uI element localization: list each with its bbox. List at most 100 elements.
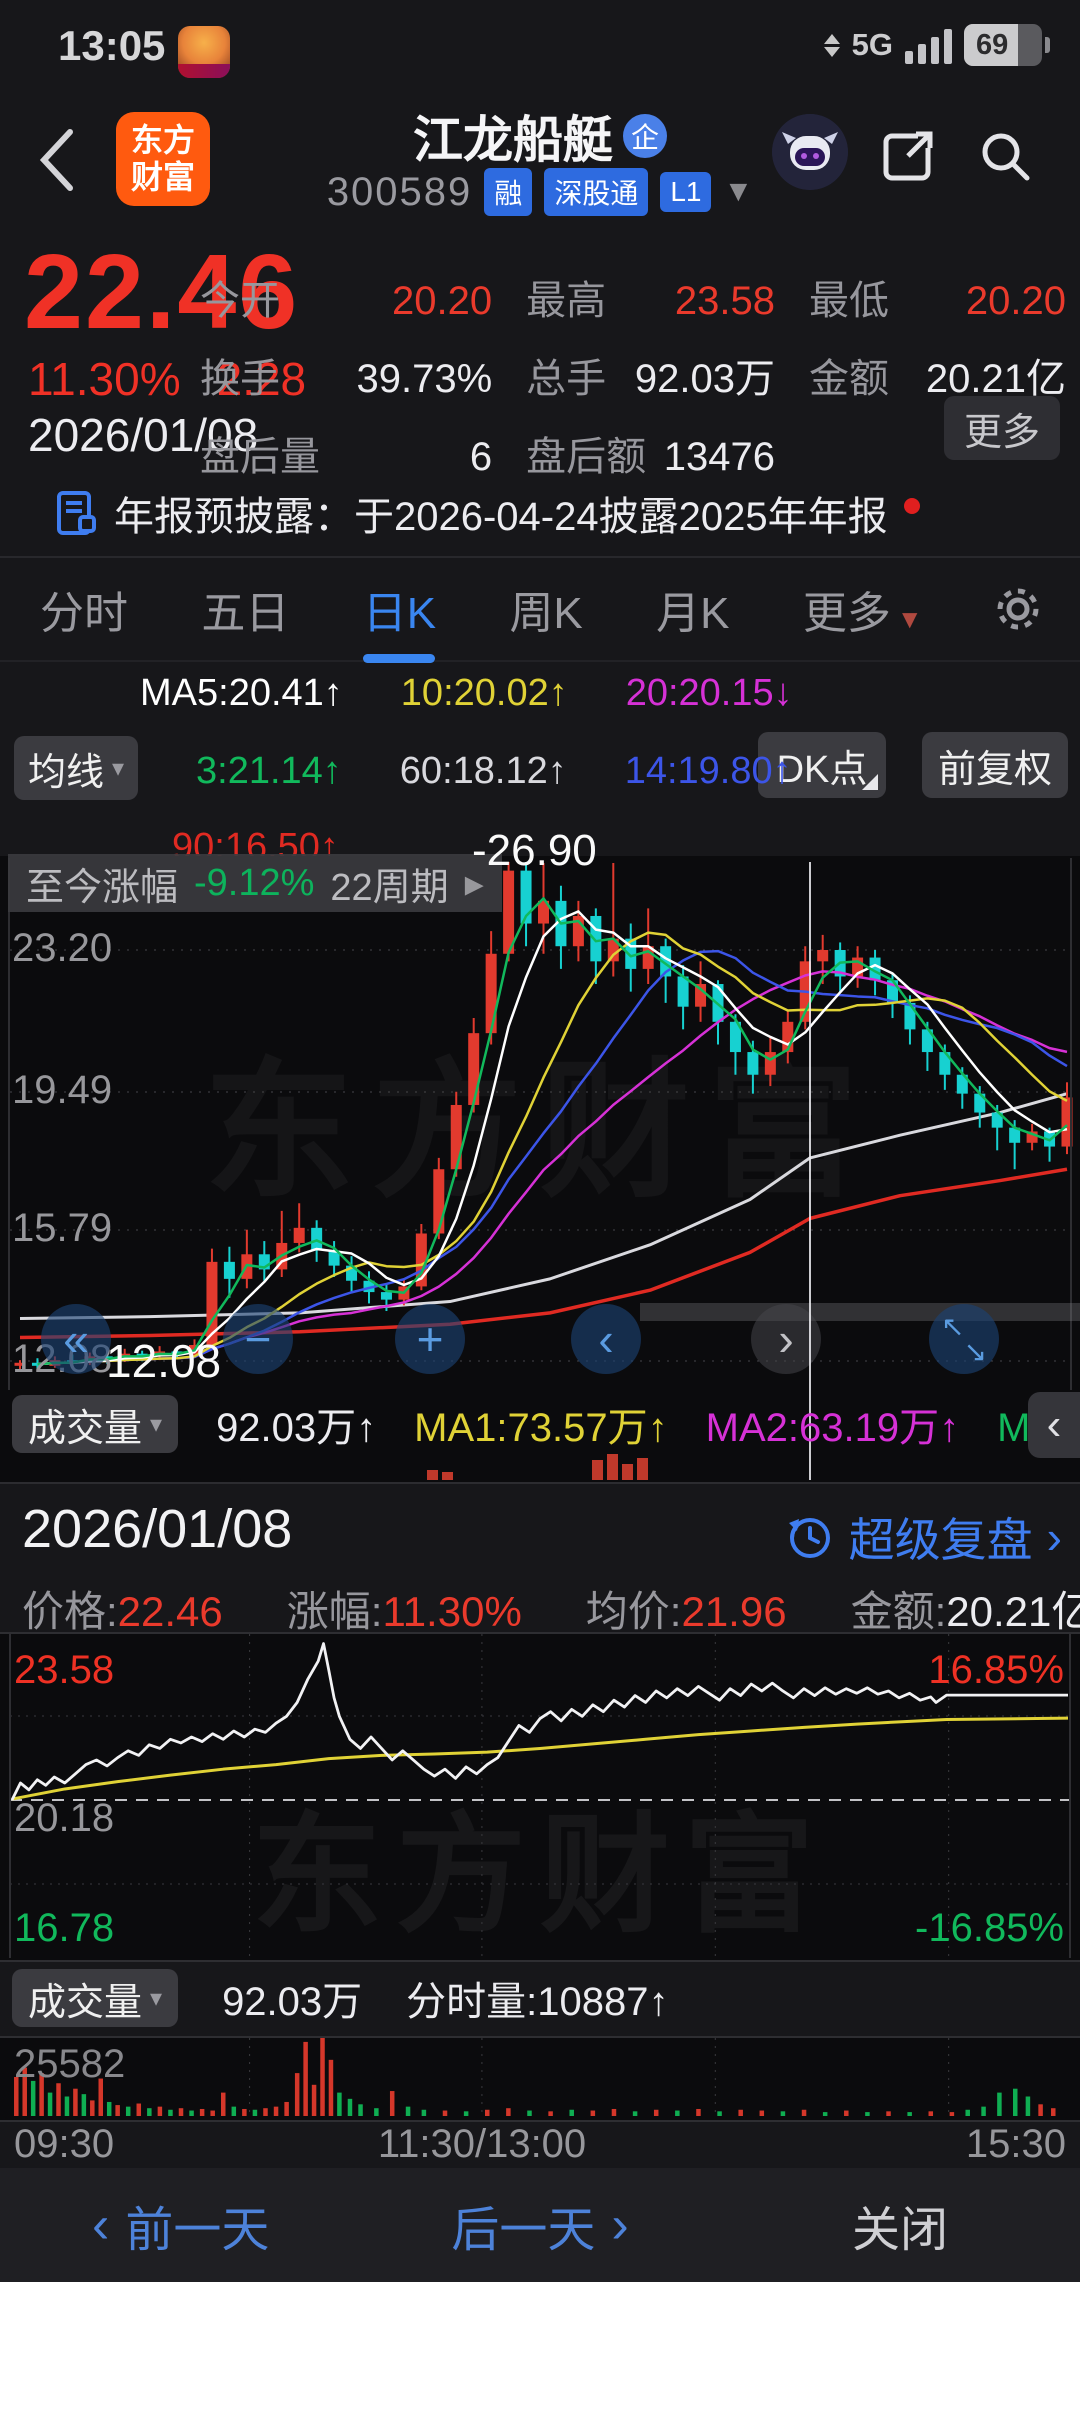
replay-stat: 金额:20.21亿 [850,1588,1080,1635]
stat-value: 20.21亿 [925,357,1066,401]
kline-pane [0,856,1080,1482]
unread-dot [903,498,920,514]
stat-label: 盘后额 [526,435,647,479]
bottom-toolbar: ‹ 前一天 后一天 › 关闭 [0,2168,1080,2282]
tab-分时[interactable]: 分时 [40,589,128,638]
battery-icon: 69 [964,24,1042,66]
quote-stat: 最高 23.58 [526,268,775,326]
eastmoney-logo: 东方 财富 [116,112,210,206]
close-button[interactable]: 关闭 [852,2204,949,2257]
collapse-panel-button[interactable]: ‹ [1028,1392,1080,1458]
volume-bar [442,1472,453,1480]
tab-more[interactable]: 更多 ▼ [802,589,923,638]
stat-label: 换手 [200,357,280,401]
time-open: 09:30 [14,2122,115,2166]
volume-indicator-button[interactable]: 成交量 ▾ [12,1395,179,1453]
pan-left-button[interactable]: « [41,1304,111,1374]
prev-button[interactable]: ‹ [571,1304,641,1374]
intraday-minute-volume: 分时量:10887↑ [406,1980,669,2024]
tab-月K[interactable]: 月K [656,589,730,638]
forward-adjust-button[interactable]: 前复权 [922,732,1069,798]
super-replay-link[interactable]: 超级复盘 › [783,1504,1062,1570]
intraday-high-label: 23.58 [14,1648,115,1692]
prev-day-button[interactable]: ‹ 前一天 [92,2196,270,2257]
search-icon[interactable] [975,126,1035,186]
stat-label: 金额 [809,357,890,401]
stat-value: 13476 [663,435,776,479]
crosshair-line [809,862,811,1480]
intraday-volume-chart [14,2038,1056,2116]
volume-bar [427,1470,438,1480]
quote-stat: 金额 20.21亿 [809,346,1066,404]
tab-五日[interactable]: 五日 [201,589,290,638]
stat-value: 20.20 [965,279,1066,323]
chevron-right-icon: › [611,2196,629,2254]
fullscreen-button[interactable]: ↖ ↘ [929,1304,999,1374]
android-nav-bar [0,2282,1080,2412]
stock-code-row[interactable]: 300589 融 深股通 L1 ▼ [0,168,1080,216]
quote-stat: 总手 92.03万 [526,346,775,404]
ma-value: 60:18.12↑ [399,750,567,792]
connect-tag: 深股通 [544,168,649,216]
period-change-overlay[interactable]: 至今涨幅 -9.12% 22周期 ▸ [8,854,502,912]
intraday-pct-low: -16.85% [915,1906,1064,1950]
ma-value: 20:20.15↓ [625,672,793,714]
signal-icon [905,26,952,64]
intraday-low-label: 16.78 [14,1906,115,1950]
dk-point-button[interactable]: DK点 [758,732,886,798]
quote-stat: 盘后量 6 [200,424,492,482]
chart-scrollbar[interactable] [640,1303,1080,1321]
announcement-bar[interactable]: 年报预披露：于2026-04-24披露2025年年报 [0,470,1080,556]
next-day-button[interactable]: 后一天 › [451,2196,629,2257]
volume-ma-value: MA2:63.19万↑ [705,1406,960,1450]
enterprise-badge[interactable]: 企 [623,114,667,158]
intraday-pane [0,1632,1080,1962]
header: 东方 财富 江龙船艇企 300589 融 深股通 L1 ▼ [0,90,1080,232]
replay-stat: 价格:22.46 [22,1588,223,1635]
quote-stat: 最低 20.20 [809,268,1066,326]
stat-value: 92.03万 [634,357,776,401]
kline-axis-label: 19.49 [12,1068,113,1112]
zoom-out-button[interactable]: − [223,1304,293,1374]
assistant-avatar[interactable] [772,114,848,190]
intraday-chart[interactable] [0,1632,1080,1958]
chevron-down-icon: ▼ [723,175,754,208]
announcement-text: 年报预披露：于2026-04-24披露2025年年报 [114,495,888,539]
intraday-volume-button[interactable]: 成交量 ▾ [12,1969,179,2027]
notification-app-icon [178,26,230,78]
ma-value: MA5:20.41↑ [140,672,343,714]
chart-tab-bar: 分时 五日 日K 周K 月K 更多 ▼ [0,558,1080,662]
replay-stat: 涨幅:11.30% [286,1588,522,1635]
ma-value: 10:20.02↑ [400,672,568,714]
share-icon[interactable] [878,126,938,186]
volume-scale-label: 25582 [14,2042,126,2086]
quote-stats: 今开 20.20 最高 23.58 最低 20.20 换手 39.73% 总手 92.03万 金额 2… [200,268,1066,482]
replay-stats: 价格:22.46 涨幅:11.30% 均价:21.96 金额:20.21亿 [22,1578,1080,1639]
volume-bar [622,1464,633,1480]
report-doc-icon [52,489,100,537]
ma-settings-button[interactable]: 均线 ▾ [14,736,139,800]
change-amount: 2.28 [216,353,307,405]
more-button[interactable]: 更多 [944,396,1060,460]
ma-value: 3:21.14↑ [196,750,342,792]
stat-label: 今开 [200,279,280,323]
quote-stat: 今开 20.20 [200,268,492,326]
quote-date: 2026/01/08 [28,409,259,461]
ma-value: 14:19.80↑ [624,750,792,792]
change-percent: 11.30% [28,353,181,405]
back-button[interactable] [28,120,92,200]
intraday-prevclose-label: 20.18 [14,1796,115,1840]
replay-stat: 均价:21.96 [585,1588,787,1635]
period-change-pct: -9.12% [194,861,315,904]
chevron-right-icon: › [1046,1511,1062,1563]
zoom-in-button[interactable]: + [395,1304,465,1374]
ma-values-row: 3:21.14↑ 60:18.12↑ 14:19.80↑ [196,750,792,793]
settings-gear-icon[interactable] [990,581,1046,637]
ma-values-row: MA5:20.41↑ 10:20.02↑ 20:20.15↓ [140,672,793,715]
quote-stat: 换手 39.73% [200,346,492,404]
battery-level: 69 [975,28,1009,61]
tab-日K[interactable]: 日K [357,563,442,655]
tab-周K[interactable]: 周K [509,589,583,638]
low-price-marker: 12.08 [106,1335,222,1387]
